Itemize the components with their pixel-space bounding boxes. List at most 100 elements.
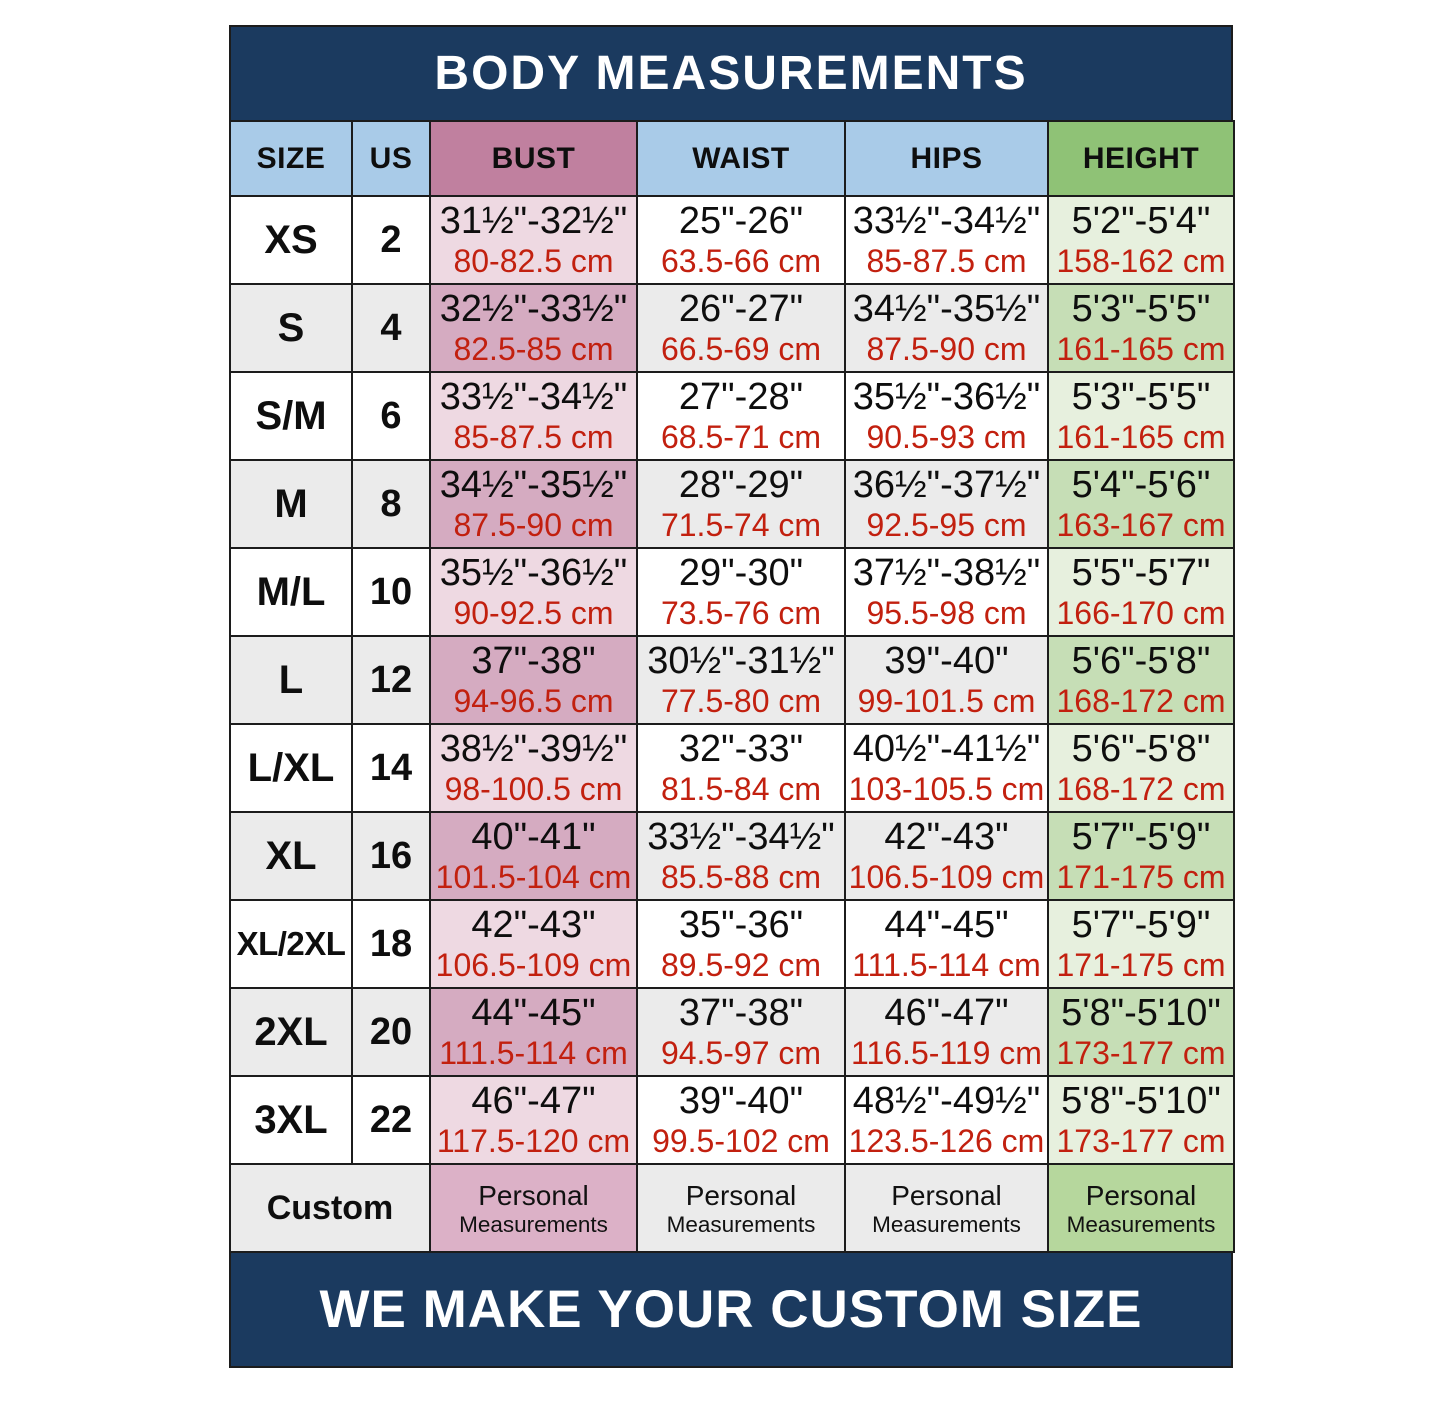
- size-chart: BODY MEASUREMENTS SIZE US BUST WAIST HIP…: [229, 25, 1235, 1368]
- waist-cell: 37"-38" 94.5-97 cm: [636, 987, 846, 1077]
- bust-cell: 35½"-36½" 90-92.5 cm: [429, 547, 638, 637]
- us-cell: 18: [351, 899, 431, 989]
- size-table-row: XL 16 40"-41" 101.5-104 cm 33½"-34½" 85.…: [229, 811, 1235, 901]
- height-inches: 5'8"-5'10": [1061, 991, 1221, 1034]
- height-inches: 5'3"-5'5": [1071, 375, 1211, 418]
- bust-inches: 32½"-33½": [439, 287, 628, 330]
- height-cell: 5'7"-5'9" 171-175 cm: [1047, 899, 1235, 989]
- hips-cell: 40½"-41½" 103-105.5 cm: [844, 723, 1049, 813]
- us-size-value: 10: [369, 570, 413, 613]
- custom-waist-cell: Personal Measurements: [636, 1163, 846, 1253]
- size-table-row: 2XL 20 44"-45" 111.5-114 cm 37"-38" 94.5…: [229, 987, 1235, 1077]
- size-table-row: 3XL 22 46"-47" 117.5-120 cm 39"-40" 99.5…: [229, 1075, 1235, 1165]
- custom-height-cell: Personal Measurements: [1047, 1163, 1235, 1253]
- hips-cm: 90.5-93 cm: [866, 418, 1027, 455]
- waist-inches: 25"-26": [678, 199, 804, 242]
- size-label: 2XL: [254, 1009, 328, 1054]
- height-inches: 5'5"-5'7": [1071, 551, 1211, 594]
- size-cell: XS: [229, 195, 353, 285]
- size-table-row: S/M 6 33½"-34½" 85-87.5 cm 27"-28" 68.5-…: [229, 371, 1235, 461]
- size-label: S/M: [255, 393, 327, 438]
- us-cell: 14: [351, 723, 431, 813]
- waist-inches: 28"-29": [678, 463, 804, 506]
- size-table-row: S 4 32½"-33½" 82.5-85 cm 26"-27" 66.5-69…: [229, 283, 1235, 373]
- bust-cm: 101.5-104 cm: [435, 858, 632, 895]
- height-cell: 5'4"-5'6" 163-167 cm: [1047, 459, 1235, 549]
- waist-cell: 29"-30" 73.5-76 cm: [636, 547, 846, 637]
- waist-cell: 26"-27" 66.5-69 cm: [636, 283, 846, 373]
- hips-cm: 106.5-109 cm: [848, 858, 1045, 895]
- waist-cell: 39"-40" 99.5-102 cm: [636, 1075, 846, 1165]
- size-table-row: XS 2 31½"-32½" 80-82.5 cm 25"-26" 63.5-6…: [229, 195, 1235, 285]
- size-label: S: [277, 305, 305, 350]
- height-inches: 5'6"-5'8": [1071, 727, 1211, 770]
- custom-bust-cell: Personal Measurements: [429, 1163, 638, 1253]
- hips-inches: 40½"-41½": [852, 727, 1041, 770]
- height-inches: 5'7"-5'9": [1071, 815, 1211, 858]
- measurements-table: SIZE US BUST WAIST HIPS HEIGHT XS 2 31½"…: [229, 120, 1235, 1253]
- size-label: L/XL: [247, 745, 335, 790]
- hips-cm: 123.5-126 cm: [848, 1122, 1045, 1159]
- waist-cell: 27"-28" 68.5-71 cm: [636, 371, 846, 461]
- us-size-value: 16: [369, 834, 413, 877]
- waist-cm: 89.5-92 cm: [660, 946, 822, 983]
- custom-hips-cell: Personal Measurements: [844, 1163, 1049, 1253]
- bust-cm: 90-92.5 cm: [453, 594, 614, 631]
- waist-inches: 39"-40": [678, 1079, 804, 1122]
- size-label: M/L: [256, 569, 326, 614]
- bust-inches: 33½"-34½": [439, 375, 628, 418]
- column-header-waist: WAIST: [636, 120, 846, 197]
- column-header-bust: BUST: [429, 120, 638, 197]
- bust-inches: 42"-43": [471, 903, 596, 946]
- personal-line: Personal: [685, 1180, 797, 1212]
- us-cell: 10: [351, 547, 431, 637]
- table-body: XS 2 31½"-32½" 80-82.5 cm 25"-26" 63.5-6…: [229, 195, 1235, 1253]
- hips-inches: 42"-43": [884, 815, 1009, 858]
- us-size-value: 2: [380, 218, 402, 261]
- height-cm: 161-165 cm: [1056, 418, 1226, 455]
- size-cell: L/XL: [229, 723, 353, 813]
- height-inches: 5'2"-5'4": [1071, 199, 1211, 242]
- bust-inches: 37"-38": [471, 639, 596, 682]
- height-cell: 5'7"-5'9" 171-175 cm: [1047, 811, 1235, 901]
- us-cell: 6: [351, 371, 431, 461]
- bust-inches: 38½"-39½": [439, 727, 628, 770]
- height-cell: 5'5"-5'7" 166-170 cm: [1047, 547, 1235, 637]
- size-table-row: L 12 37"-38" 94-96.5 cm 30½"-31½" 77.5-8…: [229, 635, 1235, 725]
- size-cell: L: [229, 635, 353, 725]
- bust-cell: 42"-43" 106.5-109 cm: [429, 899, 638, 989]
- size-cell: XL: [229, 811, 353, 901]
- us-size-value: 8: [380, 482, 402, 525]
- bust-cell: 37"-38" 94-96.5 cm: [429, 635, 638, 725]
- bust-inches: 31½"-32½": [439, 199, 628, 242]
- custom-label: Custom: [266, 1188, 394, 1227]
- height-inches: 5'3"-5'5": [1071, 287, 1211, 330]
- table-header: SIZE US BUST WAIST HIPS HEIGHT: [229, 120, 1235, 197]
- chart-title-bar: BODY MEASUREMENTS: [229, 25, 1233, 120]
- column-header-hips: HIPS: [844, 120, 1049, 197]
- hips-cell: 37½"-38½" 95.5-98 cm: [844, 547, 1049, 637]
- height-cell: 5'3"-5'5" 161-165 cm: [1047, 283, 1235, 373]
- waist-cell: 33½"-34½" 85.5-88 cm: [636, 811, 846, 901]
- waist-cm: 73.5-76 cm: [660, 594, 822, 631]
- waist-cm: 99.5-102 cm: [652, 1122, 830, 1159]
- height-cm: 168-172 cm: [1056, 770, 1226, 807]
- bust-cm: 117.5-120 cm: [436, 1122, 631, 1159]
- waist-cell: 30½"-31½" 77.5-80 cm: [636, 635, 846, 725]
- chart-footer-bar: WE MAKE YOUR CUSTOM SIZE: [229, 1253, 1233, 1368]
- bust-cell: 31½"-32½" 80-82.5 cm: [429, 195, 638, 285]
- hips-cell: 44"-45" 111.5-114 cm: [844, 899, 1049, 989]
- waist-inches: 37"-38": [678, 991, 804, 1034]
- hips-cm: 103-105.5 cm: [848, 770, 1045, 807]
- bust-cm: 87.5-90 cm: [453, 506, 614, 543]
- waist-cm: 66.5-69 cm: [660, 330, 822, 367]
- waist-inches: 30½"-31½": [647, 639, 835, 682]
- height-cm: 173-177 cm: [1056, 1034, 1226, 1071]
- personal-line: Personal: [1085, 1180, 1197, 1212]
- size-cell: S/M: [229, 371, 353, 461]
- column-header-size: SIZE: [229, 120, 353, 197]
- height-cell: 5'3"-5'5" 161-165 cm: [1047, 371, 1235, 461]
- hips-cell: 39"-40" 99-101.5 cm: [844, 635, 1049, 725]
- us-size-value: 4: [380, 306, 402, 349]
- waist-cm: 81.5-84 cm: [660, 770, 822, 807]
